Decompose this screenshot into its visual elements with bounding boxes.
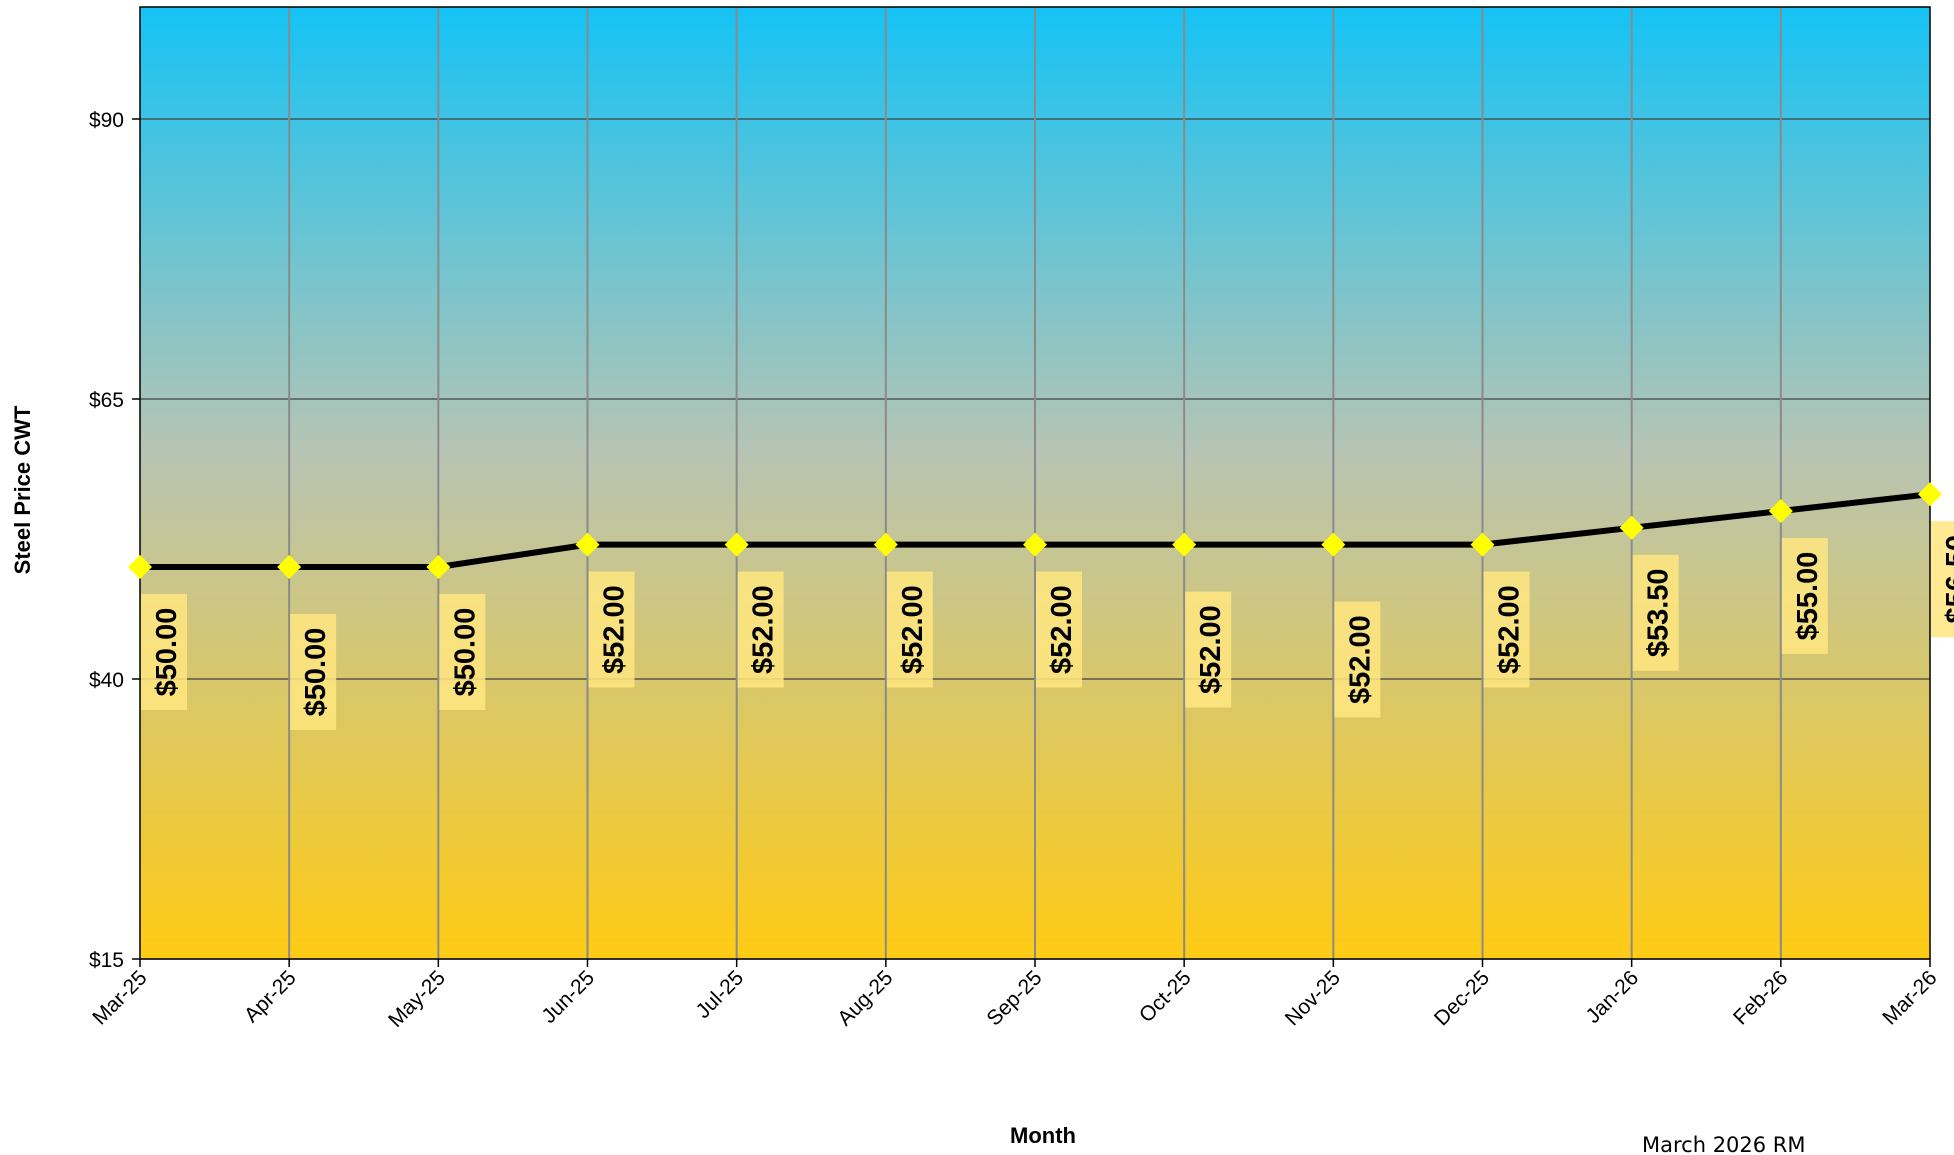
data-point-marker: [1619, 515, 1644, 540]
data-label-text: $52.00: [897, 585, 929, 674]
data-label-text: $56.50: [1941, 535, 1954, 624]
data-label-box: [439, 594, 486, 710]
data-label-box: [141, 594, 187, 710]
data-label-box: [1334, 601, 1381, 718]
data-label-box: [1632, 554, 1679, 671]
data-label-box: [1185, 591, 1232, 708]
x-tick-label: Sep-25: [982, 966, 1046, 1030]
vertical-gridlines: [288, 7, 1782, 959]
data-label: $55.00: [1781, 538, 1828, 654]
data-label: $52.00: [1185, 591, 1232, 708]
data-point-marker: [1172, 532, 1197, 557]
data-label-text: $52.00: [748, 585, 780, 674]
data-point-marker: [1321, 532, 1346, 557]
data-label-box: [737, 571, 784, 688]
data-point-marker: [128, 555, 152, 579]
y-tick-label: $15: [89, 949, 124, 972]
x-axis-ticks: Mar-25 Apr-25 May-25 Jun-25 Jul-25 Aug-25 Sep-…: [88, 959, 1942, 1032]
y-tick-label: $65: [89, 389, 124, 412]
data-label-text: $55.00: [1792, 552, 1824, 641]
data-label-text: $52.00: [1046, 585, 1078, 674]
data-point-marker: [426, 555, 451, 579]
data-label-text: $52.00: [1344, 615, 1376, 704]
x-tick-label: Jun-25: [537, 966, 599, 1028]
data-point-marker: [1023, 532, 1047, 557]
x-tick-label: Mar-26: [1878, 966, 1941, 1029]
data-point-marker: [873, 532, 898, 557]
data-point-marker: [277, 555, 302, 579]
x-tick-label: Apr-25: [240, 966, 301, 1027]
y-tick-label: $90: [89, 109, 124, 132]
x-tick-label: Mar-25: [88, 966, 151, 1029]
data-point-marker: [1768, 499, 1793, 523]
data-label: $52.00: [1334, 601, 1381, 718]
data-label-box: [1931, 521, 1954, 638]
x-axis-title: Month: [1010, 1123, 1076, 1148]
footnote: March 2026 RM: [1642, 1133, 1806, 1155]
data-label-text: $53.50: [1643, 568, 1675, 657]
x-tick-label: Jul-25: [691, 966, 748, 1023]
data-label-box: [290, 614, 337, 730]
data-label-text: $52.00: [1494, 585, 1526, 674]
data-label: $50.00: [290, 614, 337, 730]
data-point-marker: [1470, 532, 1495, 557]
data-label: $52.00: [588, 571, 635, 688]
data-label-text: $50.00: [151, 608, 183, 697]
x-tick-label: Feb-26: [1729, 966, 1792, 1029]
data-label-text: $50.00: [300, 628, 332, 717]
data-labels: $50.00 $50.00 $50.00 $52.00 $52.00 $52.00 $52.…: [141, 521, 1954, 730]
data-point-marker: [1918, 482, 1942, 507]
data-label: $52.00: [737, 571, 784, 688]
data-point-marker: [575, 532, 600, 557]
data-point-marker: [724, 532, 749, 557]
x-tick-label: May-25: [384, 966, 450, 1032]
data-label-box: [886, 571, 933, 688]
data-label: $52.00: [886, 571, 933, 688]
data-label: $50.00: [141, 594, 187, 710]
data-label: $50.00: [439, 594, 486, 710]
data-label: $53.50: [1632, 554, 1679, 671]
data-label: $52.00: [1483, 571, 1530, 688]
data-label: $56.50: [1931, 521, 1954, 638]
data-label-box: [1036, 571, 1082, 688]
x-tick-label: Oct-25: [1135, 966, 1196, 1027]
data-label-text: $52.00: [1195, 605, 1227, 694]
y-axis-title: Steel Price CWT: [10, 405, 35, 574]
data-label-box: [1483, 571, 1530, 688]
x-tick-label: Jan-26: [1582, 966, 1644, 1028]
data-label-box: [1781, 538, 1828, 654]
data-label-text: $50.00: [449, 608, 481, 697]
x-tick-label: Dec-25: [1430, 966, 1494, 1030]
data-label: $52.00: [1036, 571, 1082, 688]
y-axis-ticks: $15 $40 $65 $90: [89, 109, 140, 972]
data-label-box: [588, 571, 635, 688]
data-label-text: $52.00: [599, 585, 631, 674]
series-markers: [128, 482, 1942, 579]
y-tick-label: $40: [89, 669, 124, 692]
x-tick-label: Aug-25: [833, 966, 897, 1030]
x-tick-label: Nov-25: [1281, 966, 1345, 1030]
